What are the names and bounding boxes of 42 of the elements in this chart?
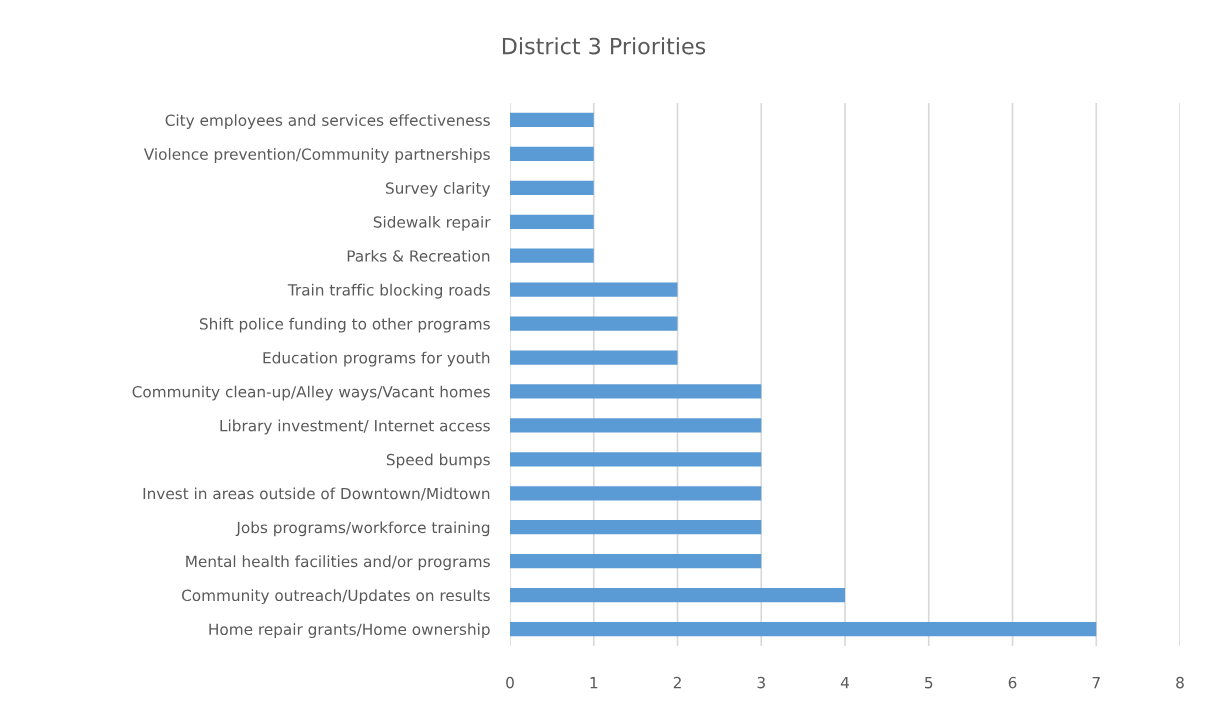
x-tick-label: 0	[506, 676, 514, 689]
x-tick-label: 8	[1176, 676, 1184, 689]
bar	[510, 112, 594, 128]
bar	[510, 520, 762, 535]
x-tick-label: 4	[840, 677, 849, 689]
y-tick-label: Invest in areas outside of Downtown/Midtown	[143, 487, 490, 501]
x-tick-label: 3	[757, 676, 765, 689]
bar	[510, 452, 762, 467]
y-tick-label: Jobs programs/workforce training	[235, 521, 490, 537]
bar	[510, 180, 594, 195]
bar	[510, 587, 845, 603]
bar	[510, 418, 762, 433]
bar	[510, 214, 594, 229]
bar	[510, 621, 1097, 637]
y-tick-label: Speed bumps	[386, 453, 490, 469]
x-tick-label: 5	[925, 677, 933, 689]
bar	[510, 350, 678, 365]
x-tick-label: 6	[1008, 676, 1017, 689]
y-tick-label: Sidewalk repair	[373, 215, 491, 231]
bar	[510, 554, 762, 569]
y-tick-label: Mental health facilities and/or programs	[186, 555, 490, 571]
bar	[510, 248, 594, 263]
y-tick-label: Home repair grants/Home ownership	[209, 623, 490, 639]
y-tick-label: Parks & Recreation	[347, 249, 490, 262]
y-tick-label: Survey clarity	[386, 182, 491, 197]
bar	[510, 316, 678, 331]
x-tick-label: 2	[673, 676, 681, 689]
y-tick-label: City employees and services effectiveness	[165, 114, 490, 129]
y-tick-label: Library investment/ Internet access	[220, 419, 490, 435]
y-tick-label: Community outreach/Updates on results	[181, 589, 490, 605]
y-tick-label: Community clean-up/Alley ways/Vacant homes	[132, 385, 490, 401]
bar	[510, 282, 678, 297]
y-tick-label: Shift police funding to other programs	[199, 317, 490, 333]
chart-title: District 3 Priorities	[502, 37, 706, 55]
x-tick-label: 1	[590, 677, 598, 689]
bar	[510, 146, 594, 162]
x-tick-label: 7	[1092, 677, 1100, 689]
y-tick-label: Education programs for youth	[263, 351, 490, 367]
bar	[510, 384, 762, 399]
bar	[510, 486, 762, 501]
y-tick-label: Violence prevention/Community partnerships	[143, 148, 490, 163]
y-tick-label: Train traffic blocking roads	[287, 283, 490, 299]
